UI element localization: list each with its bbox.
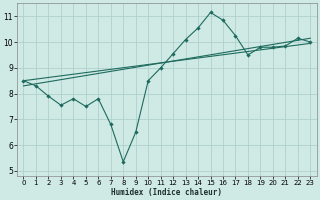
- X-axis label: Humidex (Indice chaleur): Humidex (Indice chaleur): [111, 188, 222, 197]
